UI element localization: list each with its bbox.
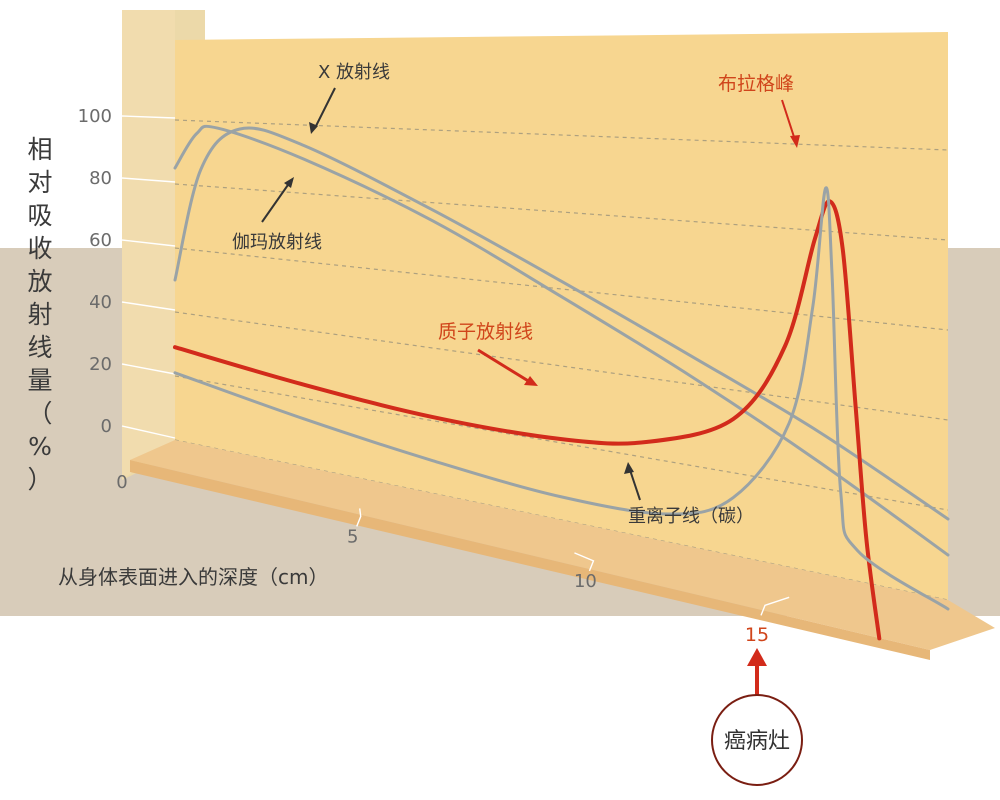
- arrow-x-ray: [314, 87, 336, 129]
- y-tick-label: 40: [89, 292, 112, 313]
- x-tick-label: 5: [347, 526, 358, 547]
- gridline: [175, 119, 948, 151]
- y-tick-mark: [121, 301, 176, 311]
- gridline: [175, 439, 948, 600]
- floor-slab: [130, 440, 995, 650]
- arrowhead-x-ray: [309, 122, 318, 134]
- tumor-circle: [711, 694, 803, 786]
- gridline: [175, 375, 948, 511]
- y-tick-mark: [121, 115, 176, 119]
- x-tick-labels: 0 5 10: [116, 472, 597, 592]
- arrowhead-proton: [524, 376, 538, 386]
- arrowhead-bragg-peak: [790, 135, 800, 148]
- x-tick-label: 0: [116, 472, 127, 493]
- arrow-proton: [477, 348, 531, 384]
- arrow-bragg-peak: [781, 99, 796, 141]
- annotation-proton: 质子放射线: [438, 321, 533, 343]
- x-tick-label: 10: [574, 571, 597, 592]
- y-tick-mark: [121, 177, 176, 183]
- annotation-gamma: 伽玛放射线: [232, 232, 322, 253]
- annotation-x-ray: X 放射线: [318, 62, 390, 83]
- y-tick-label: 80: [89, 168, 112, 189]
- series-layer: [173, 124, 950, 641]
- series-line-1: [173, 124, 950, 557]
- y-tick-marks: [121, 115, 176, 439]
- x-tick-mark: [356, 508, 362, 527]
- y-tick-label: 100: [78, 106, 112, 127]
- tumor-depth-label: 15: [745, 624, 769, 646]
- y-axis-label-char: 对: [27, 168, 52, 197]
- y-axis-label-char: （: [27, 399, 52, 428]
- arrow-gamma: [261, 181, 291, 223]
- y-tick-label: 0: [101, 416, 112, 437]
- annotation-carbon: 重离子线（碳）: [628, 506, 754, 527]
- x-tick-mark: [574, 552, 595, 572]
- y-axis-label-char: ）: [27, 465, 52, 494]
- x-tick-mark: [760, 596, 790, 616]
- y-tick-mark: [121, 425, 176, 439]
- gridline: [175, 247, 948, 331]
- grid-layer: [175, 119, 948, 600]
- y-tick-label: 60: [89, 230, 112, 251]
- floor-edge: [130, 460, 930, 660]
- gridline: [175, 183, 948, 241]
- y-axis-label-char: 放: [27, 267, 52, 296]
- y-axis-label-char: 吸: [27, 201, 52, 230]
- y-axis-label-char: 射: [27, 300, 52, 329]
- y-axis-label-char: 线: [27, 333, 52, 362]
- y-tick-mark: [121, 239, 176, 247]
- x-tick-marks: [356, 508, 790, 616]
- left-wall-face: [122, 10, 175, 480]
- series-line-3: [173, 186, 950, 611]
- y-axis-label-char: 收: [27, 234, 52, 263]
- tumor-arrowhead: [747, 648, 767, 666]
- tumor-label: 癌病灶: [724, 729, 790, 754]
- plot-panel: [175, 32, 948, 600]
- y-axis-label-char: 相: [27, 135, 52, 164]
- arrow-carbon: [629, 469, 641, 501]
- x-axis-label: 从身体表面进入的深度（cm）: [58, 565, 328, 589]
- annotation-bragg-peak: 布拉格峰: [718, 73, 794, 95]
- y-tick-mark: [121, 363, 176, 375]
- y-axis-label-char: %: [28, 432, 52, 461]
- arrowhead-carbon: [624, 462, 634, 474]
- y-tick-label: 20: [89, 354, 112, 375]
- series-line-2: [173, 199, 882, 641]
- y-tick-labels: 100 80 60 40 20 0: [78, 106, 112, 437]
- y-axis-label-char: 量: [27, 366, 52, 395]
- arrowhead-gamma: [284, 177, 294, 188]
- series-line-0: [173, 126, 950, 521]
- y-axis-label: 相对吸收放射线量 （% ）: [27, 135, 52, 494]
- gridline: [175, 311, 948, 421]
